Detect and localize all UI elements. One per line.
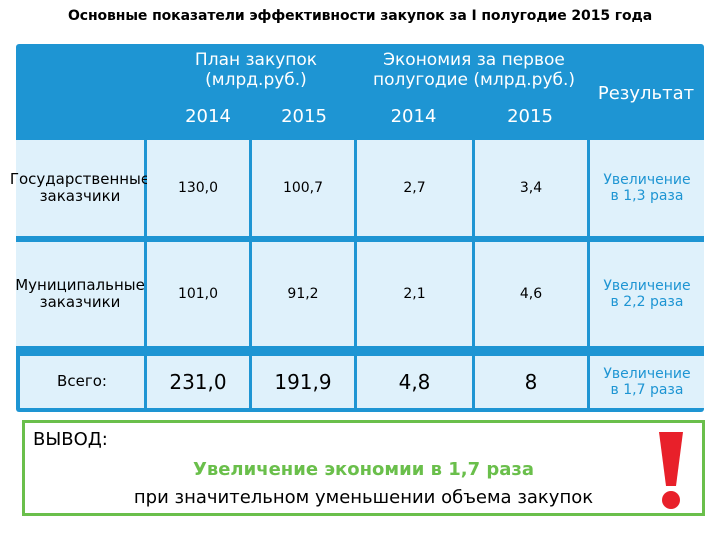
conclusion-label: ВЫВОД: <box>33 429 108 450</box>
header-year-economy-2015: 2015 <box>507 105 553 127</box>
performance-table: План закупок (млрд.руб.) Экономия за пер… <box>10 44 704 412</box>
row-label: Государственные заказчики <box>10 140 150 236</box>
row-label-total: Всего: <box>20 356 144 408</box>
exclamation-mark-icon <box>659 432 683 509</box>
table-cell: 130,0 <box>147 140 249 236</box>
table-cell: 3,4 <box>475 140 587 236</box>
table-cell: 2,1 <box>357 242 472 346</box>
result-cell: Увеличение в 1,3 раза <box>590 140 704 236</box>
header-economy-group: Экономия за первое полугодие (млрд.руб.) <box>372 50 576 90</box>
table-cell: 100,7 <box>252 140 354 236</box>
header-plan-group: План закупок (млрд.руб.) <box>194 50 318 90</box>
table-cell: 4,6 <box>475 242 587 346</box>
table-cell: 91,2 <box>252 242 354 346</box>
table-cell-total: 191,9 <box>252 356 354 408</box>
header-year-plan-2015: 2015 <box>281 105 327 127</box>
conclusion-sub: при значительном уменьшении объема закуп… <box>133 487 594 508</box>
result-cell: Увеличение в 2,2 раза <box>590 242 704 346</box>
table-cell-total: 4,8 <box>357 356 472 408</box>
table-cell: 2,7 <box>357 140 472 236</box>
conclusion-box: ВЫВОД: Увеличение экономии в 1,7 раза пр… <box>22 420 705 516</box>
header-result: Результат <box>597 82 695 104</box>
conclusion-main: Увеличение экономии в 1,7 раза <box>192 459 535 480</box>
header-year-economy-2014: 2014 <box>390 105 437 127</box>
header-year-plan-2014: 2014 <box>185 105 231 127</box>
row-label: Муниципальные заказчики <box>15 242 145 346</box>
table-cell-total: 231,0 <box>147 356 249 408</box>
table-cell-total: 8 <box>475 356 587 408</box>
page-title: Основные показатели эффективности закупо… <box>67 8 653 24</box>
table-cell: 101,0 <box>147 242 249 346</box>
result-cell: Увеличение в 1,7 раза <box>590 356 704 408</box>
